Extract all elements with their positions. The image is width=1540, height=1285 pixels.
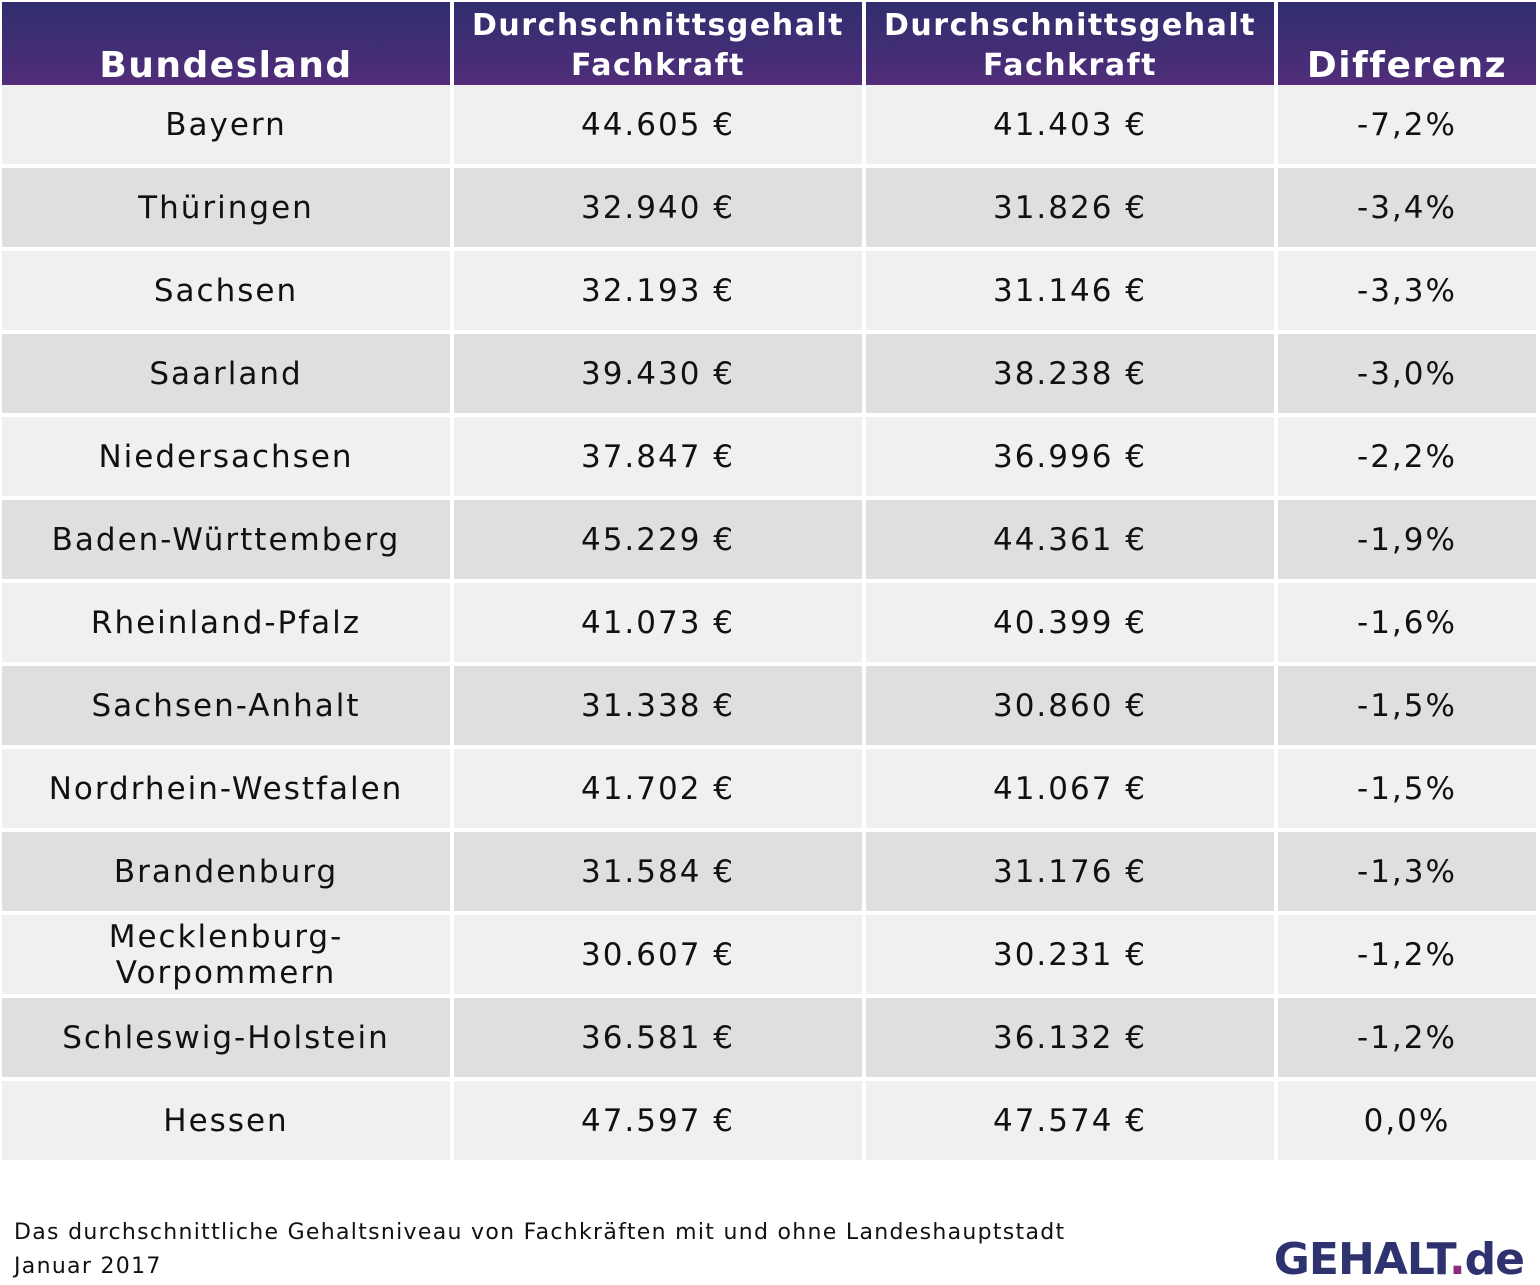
logo-text: GEHALT: [1273, 1234, 1450, 1285]
salary-table: Bundesland Durchschnittsgehalt Fachkraft…: [2, 2, 1536, 1160]
cell-bundesland: Nordrhein-Westfalen: [2, 749, 450, 828]
cell-ohne-hauptstadt: 41.067 €: [866, 749, 1274, 828]
cell-differenz: -1,5%: [1278, 666, 1536, 745]
cell-bundesland: Sachsen: [2, 251, 450, 330]
cell-ohne-hauptstadt: 47.574 €: [866, 1081, 1274, 1160]
cell-bundesland: Baden-Württemberg: [2, 500, 450, 579]
cell-ohne-hauptstadt: 40.399 €: [866, 583, 1274, 662]
cell-differenz: -3,0%: [1278, 334, 1536, 413]
cell-mit-hauptstadt: 41.702 €: [454, 749, 862, 828]
cell-mit-hauptstadt: 32.940 €: [454, 168, 862, 247]
cell-bundesland: Brandenburg: [2, 832, 450, 911]
cell-differenz: 0,0%: [1278, 1081, 1536, 1160]
cell-differenz: -1,6%: [1278, 583, 1536, 662]
cell-differenz: -1,2%: [1278, 998, 1536, 1077]
cell-mit-hauptstadt: 44.605 €: [454, 85, 862, 164]
cell-bundesland: Bayern: [2, 85, 450, 164]
cell-bundesland: Sachsen-Anhalt: [2, 666, 450, 745]
cell-differenz: -2,2%: [1278, 417, 1536, 496]
cell-bundesland: Thüringen: [2, 168, 450, 247]
caption: Das durchschnittliche Gehaltsniveau von …: [14, 1216, 1065, 1284]
cell-ohne-hauptstadt: 30.231 €: [866, 915, 1274, 994]
cell-mit-hauptstadt: 31.584 €: [454, 832, 862, 911]
cell-bundesland: Rheinland-Pfalz: [2, 583, 450, 662]
cell-ohne-hauptstadt: 31.146 €: [866, 251, 1274, 330]
cell-mit-hauptstadt: 45.229 €: [454, 500, 862, 579]
cell-ohne-hauptstadt: 36.996 €: [866, 417, 1274, 496]
caption-line-2: Januar 2017: [14, 1254, 162, 1279]
cell-mit-hauptstadt: 41.073 €: [454, 583, 862, 662]
cell-differenz: -3,3%: [1278, 251, 1536, 330]
cell-mit-hauptstadt: 31.338 €: [454, 666, 862, 745]
cell-ohne-hauptstadt: 44.361 €: [866, 500, 1274, 579]
cell-ohne-hauptstadt: 36.132 €: [866, 998, 1274, 1077]
cell-bundesland: Hessen: [2, 1081, 450, 1160]
cell-differenz: -1,3%: [1278, 832, 1536, 911]
cell-mit-hauptstadt: 30.607 €: [454, 915, 862, 994]
logo-dot: .: [1448, 1234, 1466, 1285]
cell-bundesland: Mecklenburg-Vorpommern: [2, 915, 450, 994]
cell-mit-hauptstadt: 47.597 €: [454, 1081, 862, 1160]
cell-differenz: -1,5%: [1278, 749, 1536, 828]
cell-ohne-hauptstadt: 31.826 €: [866, 168, 1274, 247]
cell-ohne-hauptstadt: 41.403 €: [866, 85, 1274, 164]
logo-tld: de: [1464, 1234, 1525, 1285]
cell-mit-hauptstadt: 37.847 €: [454, 417, 862, 496]
cell-differenz: -3,4%: [1278, 168, 1536, 247]
cell-bundesland: Schleswig-Holstein: [2, 998, 450, 1077]
caption-line-1: Das durchschnittliche Gehaltsniveau von …: [14, 1220, 1066, 1245]
cell-mit-hauptstadt: 32.193 €: [454, 251, 862, 330]
cell-bundesland: Niedersachsen: [2, 417, 450, 496]
cell-differenz: -7,2%: [1278, 85, 1536, 164]
cell-differenz: -1,2%: [1278, 915, 1536, 994]
cell-mit-hauptstadt: 36.581 €: [454, 998, 862, 1077]
cell-bundesland: Saarland: [2, 334, 450, 413]
cell-ohne-hauptstadt: 31.176 €: [866, 832, 1274, 911]
gehalt-logo: GEHALT.de: [1273, 1234, 1525, 1285]
cell-ohne-hauptstadt: 30.860 €: [866, 666, 1274, 745]
cell-differenz: -1,9%: [1278, 500, 1536, 579]
cell-ohne-hauptstadt: 38.238 €: [866, 334, 1274, 413]
cell-mit-hauptstadt: 39.430 €: [454, 334, 862, 413]
